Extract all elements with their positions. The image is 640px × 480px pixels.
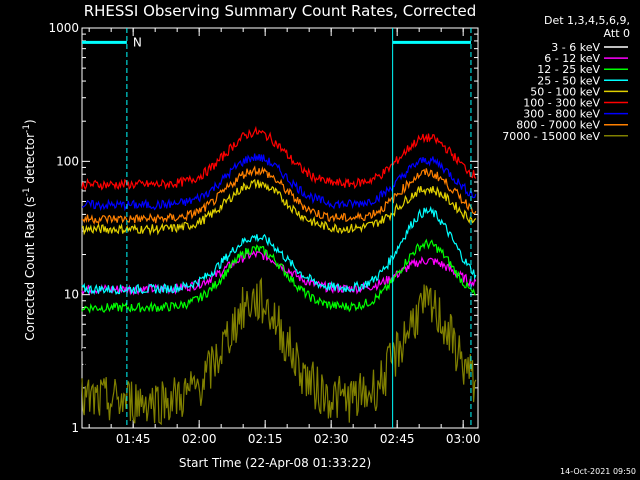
y-axis-label-sup1: -1 — [22, 187, 32, 196]
y-axis-label-main: Corrected Count Rate (s — [23, 196, 37, 340]
timestamp: 14-Oct-2021 09:50 — [560, 467, 636, 476]
legend-label: 100 - 300 keV — [523, 97, 600, 110]
y-axis-label-mid: detector — [23, 133, 37, 188]
legend-label: 6 - 12 keV — [544, 52, 600, 65]
y-axis-label: Corrected Count Rate (s-1 detector-1) — [22, 119, 37, 340]
legend-label: 25 - 50 keV — [537, 74, 600, 87]
chart-title: RHESSI Observing Summary Count Rates, Co… — [84, 2, 477, 20]
legend-label: 3 - 6 keV — [551, 41, 600, 54]
legend-title-line2: Att 0 — [604, 27, 630, 40]
x-tick-label: 02:30 — [314, 432, 349, 446]
series-line — [81, 165, 477, 225]
x-tick-label: 02:45 — [380, 432, 415, 446]
series-line — [81, 238, 477, 314]
legend-label: 800 - 7000 keV — [516, 119, 600, 132]
series-line — [81, 244, 477, 375]
series-line — [81, 153, 477, 212]
y-tick-label: 10 — [64, 288, 79, 302]
axis-ticks: 01:45 02:00 02:15 02:30 02:45 03:00 1 10 100 1000 — [48, 21, 480, 446]
flag-label: N — [133, 35, 142, 49]
series-line — [81, 125, 477, 191]
x-tick-label: 03:00 — [446, 432, 481, 446]
x-tick-label: 02:15 — [248, 432, 283, 446]
x-axis-label: Start Time (22-Apr-08 01:33:22) — [179, 456, 371, 470]
y-tick-label: 100 — [56, 154, 79, 168]
series-line — [81, 205, 477, 296]
y-axis-label-sup2: -1 — [22, 124, 32, 133]
series-line — [81, 277, 477, 426]
legend-label: 7000 - 15000 keV — [502, 130, 600, 143]
plot-frame — [81, 27, 479, 429]
plot-border — [81, 27, 479, 429]
legend-title-line1: Det 1,3,4,5,6,9, — [544, 14, 630, 27]
x-tick-label: 01:45 — [116, 432, 151, 446]
y-tick-label: 1000 — [48, 21, 79, 35]
x-tick-label: 02:00 — [182, 432, 217, 446]
y-axis-label-end: ) — [23, 119, 37, 124]
flag-bars: N — [82, 28, 472, 428]
legend-label: 50 - 100 keV — [530, 85, 600, 98]
series-lines — [81, 125, 477, 426]
series-line — [81, 178, 477, 236]
legend-label: 300 - 800 keV — [523, 108, 600, 121]
legend-label: 12 - 25 keV — [537, 63, 600, 76]
y-tick-label: 1 — [71, 421, 79, 435]
